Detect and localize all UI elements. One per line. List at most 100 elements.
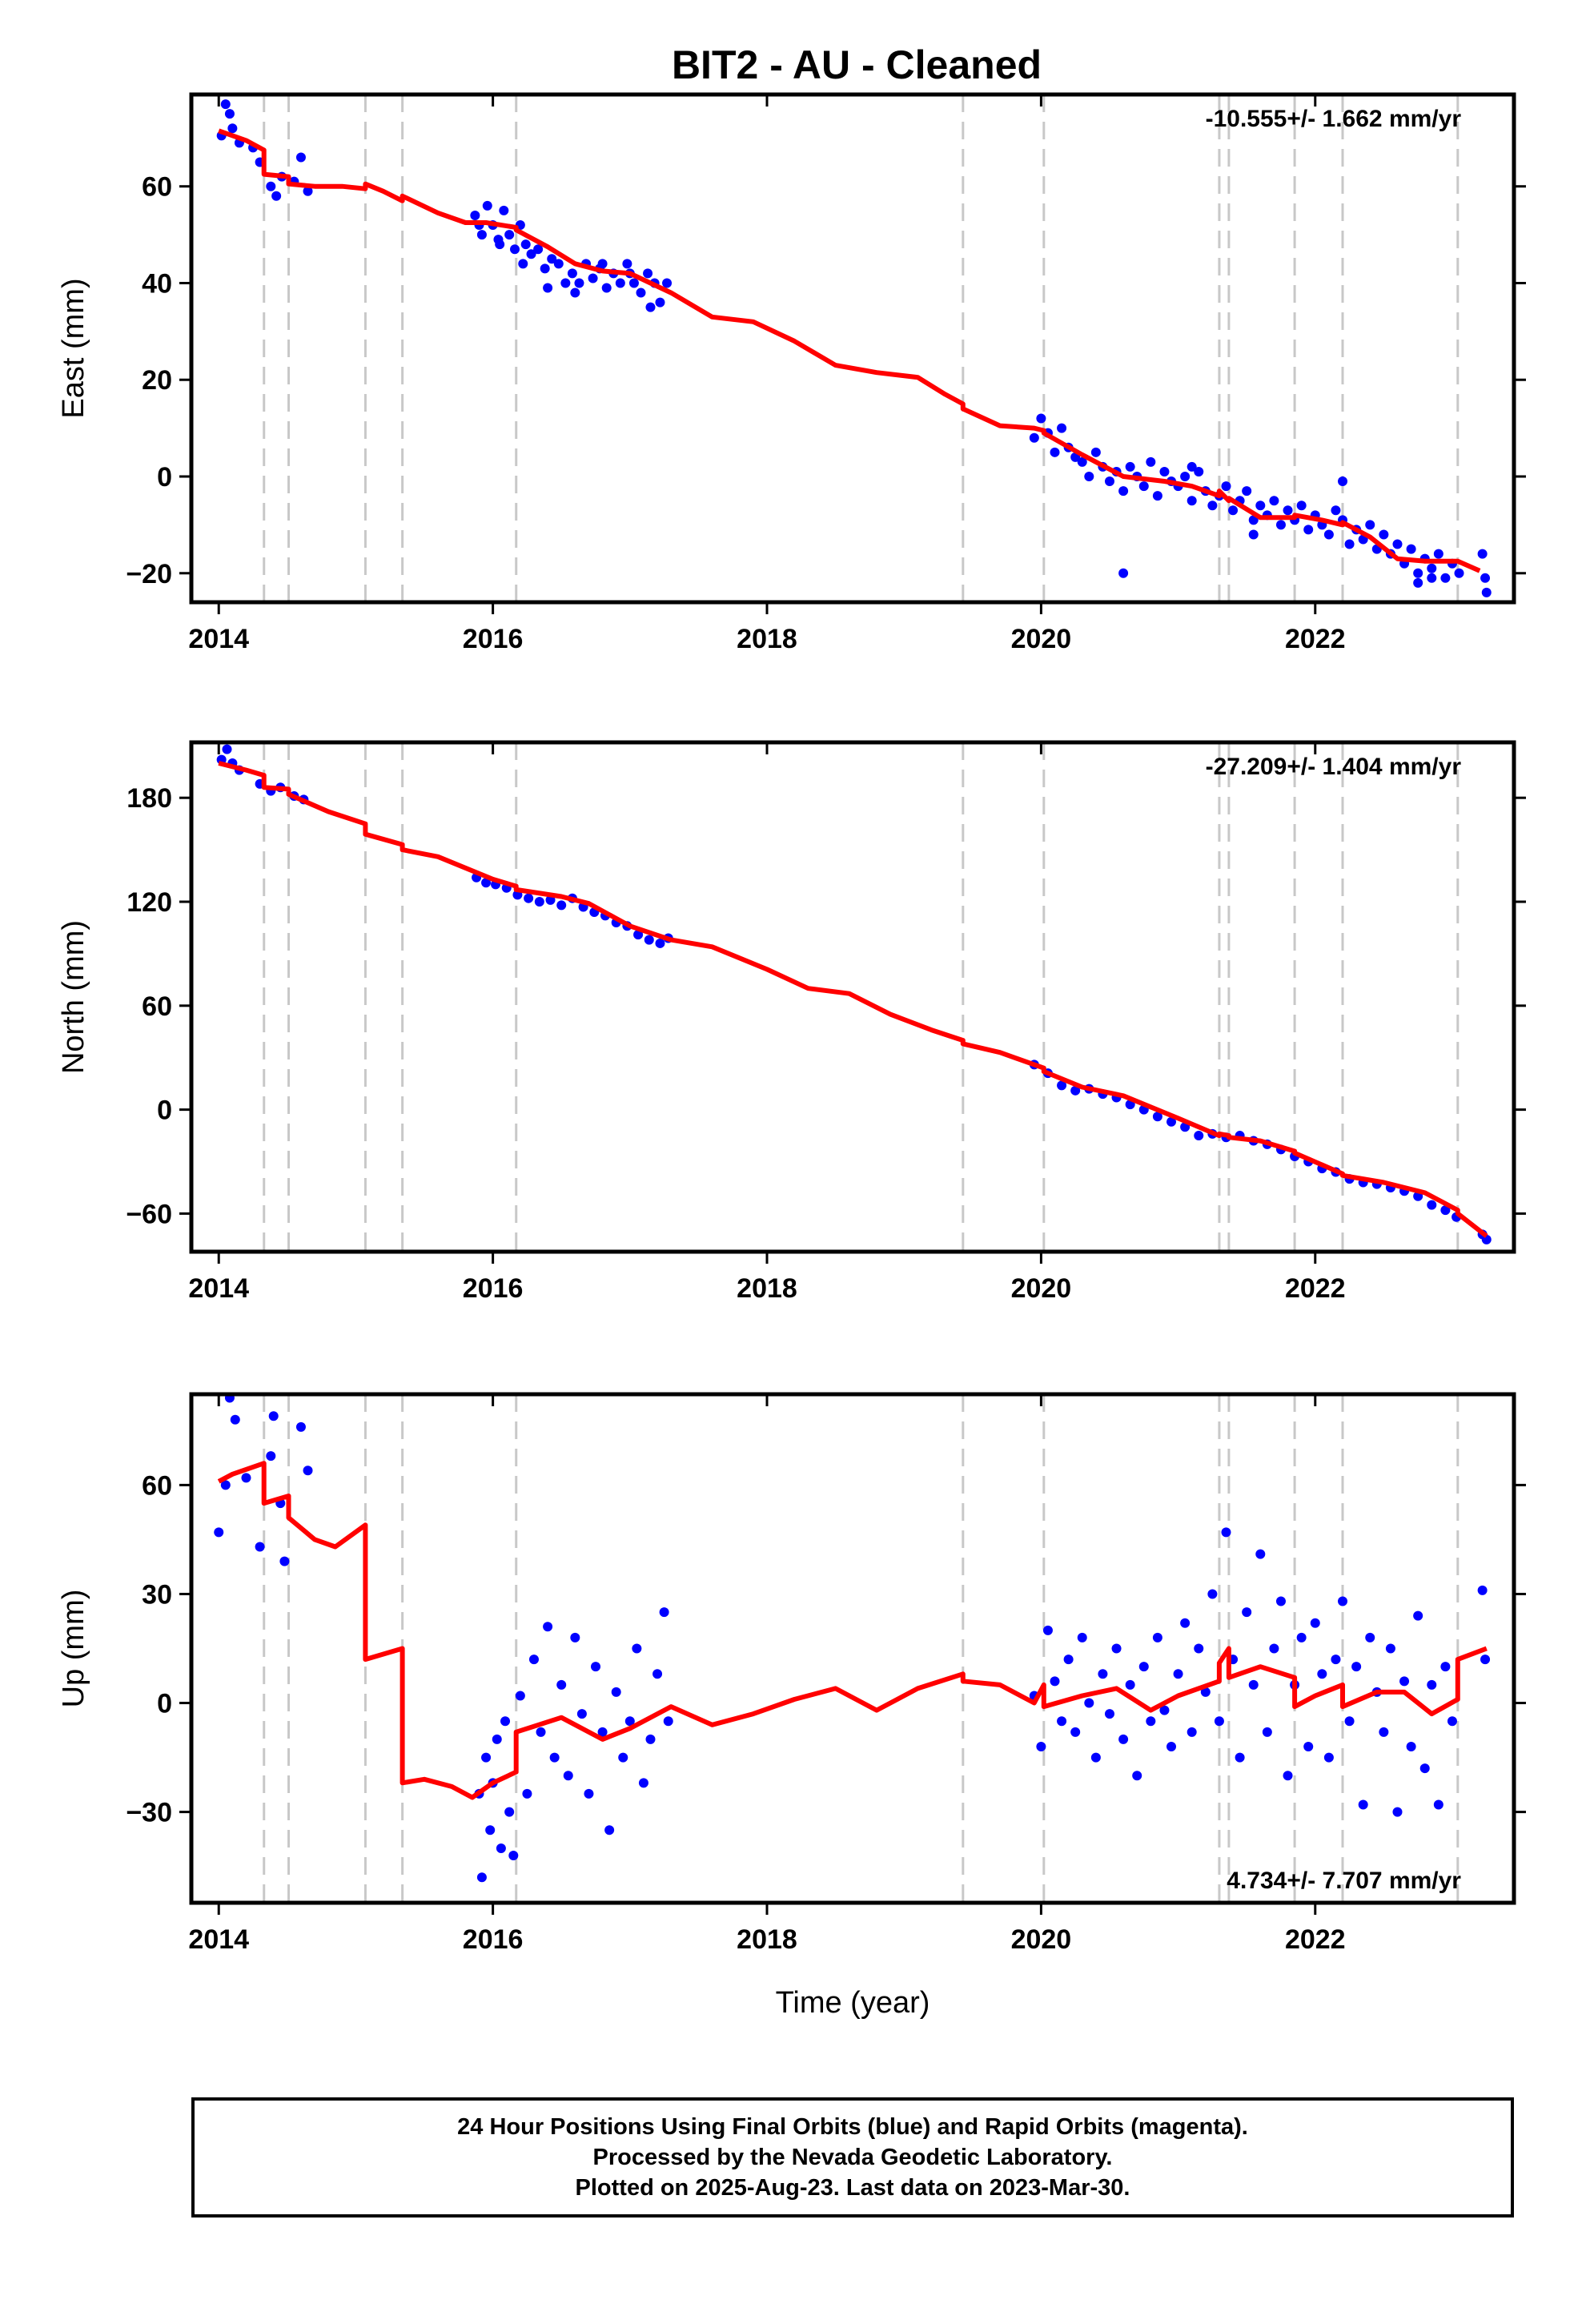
data-point — [1070, 1085, 1081, 1096]
data-point — [1077, 1632, 1087, 1642]
x-tick-label: 2016 — [463, 624, 524, 654]
data-point — [220, 1480, 231, 1490]
data-point — [1413, 1610, 1423, 1621]
data-point — [518, 259, 528, 269]
data-point — [1186, 461, 1197, 472]
data-point — [611, 1687, 621, 1697]
plot-frame — [189, 92, 1516, 605]
rate-label: 4.734+/- 7.707 mm/yr — [1227, 1868, 1461, 1894]
chart-title: BIT2 - AU - Cleaned — [672, 42, 1042, 87]
data-point — [655, 938, 665, 948]
panels-group: 2014 2016 2018 2020 2022 −20 0 20 40 60 East (mm) -… — [57, 92, 1526, 1955]
data-point — [271, 191, 282, 201]
data-point — [1365, 520, 1375, 530]
data-point — [222, 744, 232, 754]
data-point — [547, 254, 557, 264]
data-point — [604, 1825, 615, 1835]
data-point — [1392, 1807, 1403, 1817]
data-point — [534, 897, 544, 907]
data-point — [1118, 568, 1129, 578]
data-point — [536, 1727, 546, 1737]
data-point — [504, 230, 515, 240]
data-point — [1207, 501, 1218, 511]
model-line — [218, 761, 1488, 1238]
data-point — [584, 1788, 594, 1799]
data-point — [303, 186, 313, 196]
data-point — [1242, 486, 1252, 497]
data-point — [1344, 539, 1355, 549]
data-point — [663, 1716, 673, 1727]
data-point — [1303, 525, 1314, 535]
data-point — [644, 935, 654, 945]
x-tick-label: 2020 — [1011, 1924, 1072, 1955]
data-point — [1098, 1669, 1108, 1679]
data-point — [1365, 1632, 1375, 1642]
data-point — [482, 200, 492, 211]
data-point — [1447, 1716, 1457, 1727]
data-point — [1480, 1655, 1491, 1665]
data-point — [214, 1527, 224, 1538]
data-point — [1331, 1655, 1341, 1665]
data-point — [1180, 472, 1191, 482]
data-point — [624, 1716, 635, 1727]
data-point — [1050, 1676, 1060, 1687]
data-point — [266, 1451, 276, 1462]
y-tick-label: 40 — [142, 268, 172, 299]
data-point — [1385, 1643, 1395, 1654]
data-point — [652, 1669, 663, 1679]
data-point — [570, 287, 580, 298]
y-axis-label: North (mm) — [57, 920, 90, 1074]
data-point — [1152, 491, 1162, 501]
data-point — [1138, 1662, 1149, 1672]
y-tick-label: 0 — [157, 1689, 172, 1719]
data-point — [504, 1807, 515, 1817]
data-point — [1338, 476, 1348, 487]
data-point — [622, 259, 632, 269]
x-tick-label: 2016 — [463, 1924, 524, 1955]
data-point — [1331, 505, 1341, 516]
data-point — [1194, 1131, 1204, 1141]
y-tick-label: 60 — [142, 991, 172, 1022]
data-point — [1427, 1200, 1437, 1210]
data-point — [220, 99, 231, 110]
data-point — [1104, 1709, 1114, 1719]
data-point — [1159, 1705, 1170, 1715]
data-point — [520, 239, 531, 250]
data-point — [515, 1691, 525, 1701]
data-point — [1344, 1716, 1355, 1727]
data-point — [1296, 501, 1307, 511]
data-point — [1275, 1596, 1286, 1606]
data-point — [268, 1411, 279, 1421]
data-point — [1214, 1716, 1224, 1727]
panel-north: 2014 2016 2018 2020 2022 −60 0 60 120 180 North (m… — [57, 740, 1526, 1304]
data-point — [601, 283, 612, 293]
data-point — [1358, 1799, 1368, 1810]
data-point — [1338, 1596, 1348, 1606]
data-point — [1433, 1799, 1443, 1810]
data-point — [570, 1632, 580, 1642]
data-point — [1440, 1662, 1451, 1672]
rate-label: -10.555+/- 1.662 mm/yr — [1206, 106, 1462, 132]
data-point — [1118, 1734, 1129, 1744]
y-tick-label: −60 — [126, 1199, 172, 1229]
y-tick-label: 120 — [126, 887, 172, 918]
data-point — [1317, 1669, 1327, 1679]
data-point — [1427, 563, 1437, 573]
data-point — [1255, 1549, 1266, 1559]
data-point — [1323, 1752, 1334, 1763]
y-tick-label: 60 — [142, 1470, 172, 1501]
data-points — [216, 99, 1492, 597]
x-tick-label: 2016 — [463, 1273, 524, 1304]
data-point — [1228, 505, 1239, 516]
data-point — [499, 205, 509, 215]
data-point — [496, 1843, 506, 1853]
data-point — [597, 1727, 608, 1737]
data-point — [1036, 413, 1046, 424]
data-point — [1406, 544, 1416, 554]
y-tick-label: −30 — [126, 1798, 172, 1828]
data-point — [540, 263, 550, 274]
data-point — [1242, 1607, 1252, 1618]
data-point — [1186, 496, 1197, 506]
data-point — [279, 1556, 290, 1566]
